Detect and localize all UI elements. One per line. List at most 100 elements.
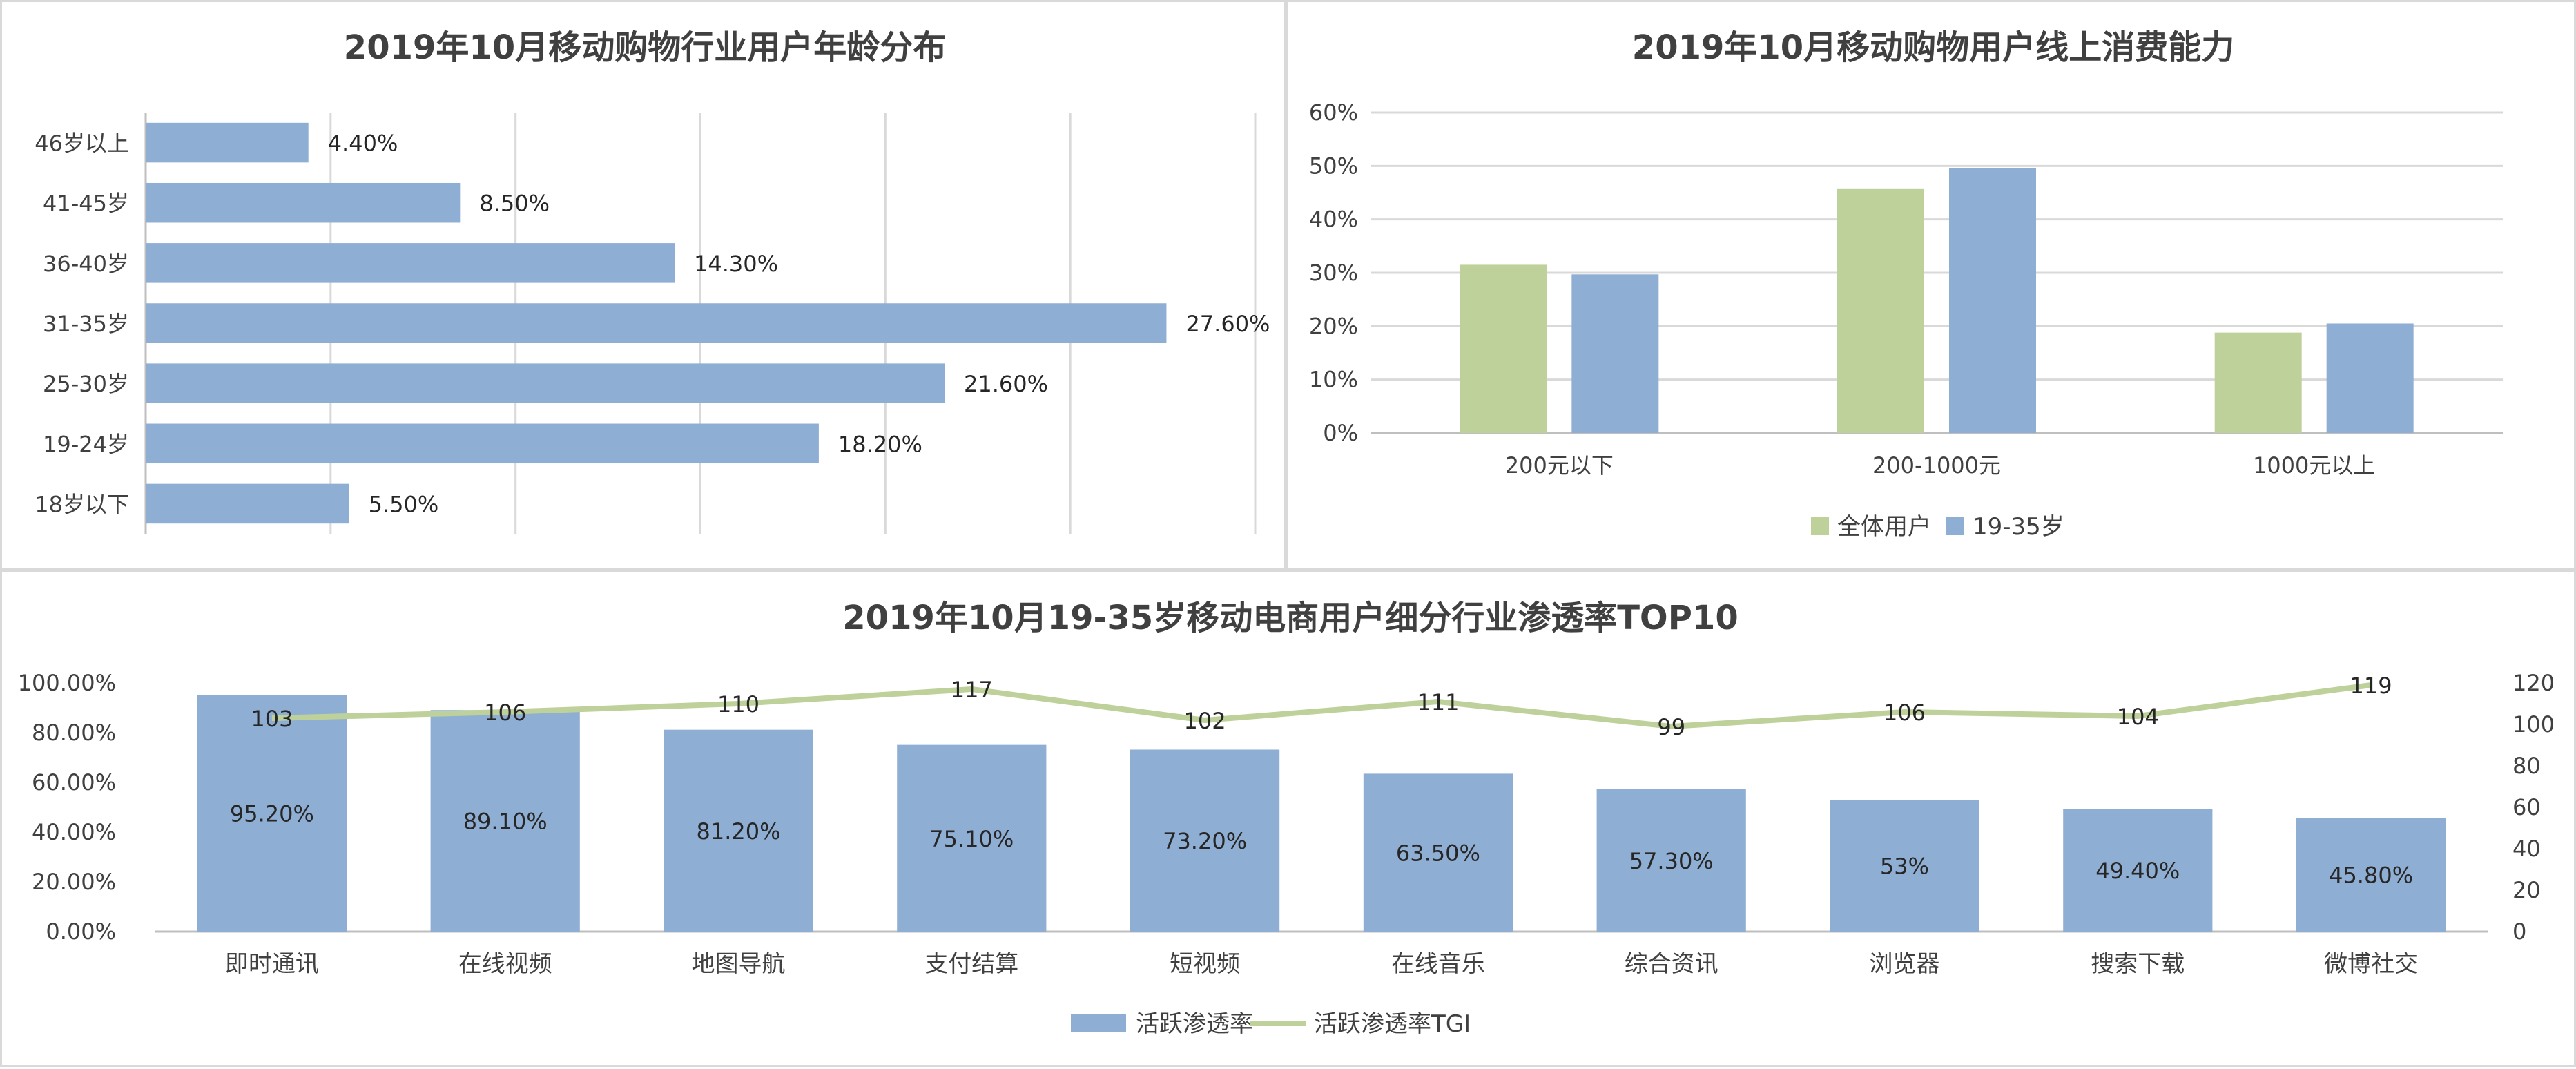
pen-line-data-label: 102 [1184,708,1226,734]
pen-left-y-tick-label: 100.00% [18,670,116,696]
age-data-label: 5.50% [369,491,439,517]
pen-right-y-tick-label: 20 [2512,877,2541,903]
pen-category-label: 即时通讯 [225,950,319,978]
spend-y-tick-label: 40% [1309,206,1358,233]
pen-right-y-tick-label: 100 [2512,711,2555,738]
pen-left-y-tick-label: 40.00% [32,819,116,845]
spending-chart: 2019年10月移动购物用户线上消费能力 0% 10% 20% 30% 40% 50% 60… [1309,28,2503,541]
pen-line-data-label: 119 [2350,673,2392,699]
pen-category-label: 在线音乐 [1391,950,1485,978]
spend-y-tick-labels: 0% 10% 20% 30% 40% 50% 60% [1309,99,1358,446]
age-bar [146,423,819,464]
legend-swatch-active-penetration [1071,1014,1126,1032]
legend-swatch-all-users [1811,517,1829,535]
spend-category-labels: 200元以下 200-1000元 1000元以上 [1505,452,2376,479]
pen-bar-data-label: 45.80% [2329,863,2413,889]
pen-line-data-label: 106 [1883,700,1926,726]
pen-line-data-labels: 103 106 110 117 102 111 99 106 104 119 [251,673,2392,740]
age-bar [146,243,675,283]
pen-bar-data-label: 73.20% [1163,828,1247,854]
spend-gridlines [1371,111,2503,434]
pen-bar [1830,800,1979,932]
pen-bar-data-label: 57.30% [1629,848,1714,874]
age-bar [146,363,945,403]
age-data-label: 4.40% [328,131,398,157]
pen-bars [155,695,2488,933]
pen-bar-data-label: 53% [1880,854,1929,880]
pen-category-labels: 即时通讯 在线视频 地图导航 支付结算 短视频 在线音乐 综合资讯 浏览器 搜索下载 微博社交 [225,950,2418,978]
age-data-label: 14.30% [694,251,778,277]
spend-category-label: 200元以下 [1505,452,1614,479]
spend-y-tick-label: 20% [1309,313,1358,339]
pen-bar-data-labels: 95.20% 89.10% 81.20% 75.10% 73.20% 63.50% 57.3… [230,801,2413,889]
pen-left-y-tick-label: 60.00% [32,769,116,796]
pen-bar [664,729,813,932]
age-bar [146,303,1167,343]
age-category-label: 36-40岁 [43,251,129,277]
age-category-label: 46岁以上 [35,131,129,157]
pen-line-data-label: 104 [2117,704,2159,730]
spend-chart-title: 2019年10月移动购物用户线上消费能力 [1632,28,2234,67]
pen-line-data-label: 111 [1417,689,1459,715]
pen-bar [430,710,580,932]
age-data-label: 21.60% [964,371,1048,397]
spend-category-label: 1000元以上 [2253,452,2375,479]
pen-bar-data-label: 95.20% [230,801,314,827]
pen-line-data-label: 106 [484,700,526,726]
pen-bar [1596,789,1746,932]
legend-label-19-35: 19-35岁 [1973,513,2064,541]
age-bars [146,122,1167,524]
pen-bar-data-label: 63.50% [1396,840,1480,867]
pen-bar [2063,809,2213,932]
age-category-label: 19-24岁 [43,431,129,457]
pen-bar [2296,818,2446,932]
pen-right-y-tick-label: 60 [2512,794,2541,820]
pen-bar [1363,773,1513,932]
pen-chart-title: 2019年10月19-35岁移动电商用户细分行业渗透率TOP10 [842,599,1738,637]
age-distribution-panel: 2019年10月移动购物行业用户年龄分布 46岁以上 41-45岁 36-40岁 31… [0,0,1286,570]
pen-left-y-tick-label: 20.00% [32,869,116,895]
legend-label-active-penetration: 活跃渗透率 [1136,1010,1253,1038]
age-data-label: 27.60% [1185,311,1270,337]
spend-y-tick-label: 10% [1309,367,1358,393]
pen-left-y-tick-labels: 0.00% 20.00% 40.00% 60.00% 80.00% 100.00% [18,670,116,945]
spend-bars [1460,168,2414,433]
pen-bar [897,744,1047,932]
legend-swatch-19-35 [1946,517,1964,535]
pen-bar-data-label: 75.10% [929,826,1014,852]
pen-category-label: 地图导航 [692,950,786,978]
pen-left-y-tick-label: 80.00% [32,720,116,746]
age-category-label: 18岁以下 [35,491,129,517]
pen-right-y-tick-label: 80 [2512,753,2541,779]
legend-label-all-users: 全体用户 [1837,513,1931,541]
pen-left-y-tick-label: 0.00% [46,918,116,945]
spend-bar [2326,323,2414,433]
pen-category-label: 微博社交 [2324,950,2418,978]
age-distribution-chart: 2019年10月移动购物行业用户年龄分布 46岁以上 41-45岁 36-40岁 31… [35,28,1270,534]
pen-category-label: 综合资讯 [1625,950,1718,978]
age-category-label: 41-45岁 [43,191,129,217]
pen-line-data-label: 110 [717,691,759,718]
spend-y-tick-label: 60% [1309,99,1358,126]
spend-bar [2214,332,2302,433]
pen-tgi-polyline [271,682,2372,729]
legend-label-tgi: 活跃渗透率TGI [1314,1010,1471,1038]
spend-y-tick-label: 50% [1309,153,1358,179]
spending-panel: 2019年10月移动购物用户线上消费能力 0% 10% 20% 30% 40% 50% 60… [1286,0,2576,570]
penetration-chart: 2019年10月19-35岁移动电商用户细分行业渗透率TOP10 0.00% 20… [18,599,2555,1038]
pen-right-y-tick-label: 40 [2512,836,2541,862]
pen-right-y-tick-labels: 0 20 40 60 80 100 120 [2512,670,2555,945]
age-data-label: 8.50% [479,191,550,217]
pen-category-label: 支付结算 [924,950,1018,978]
age-data-label: 18.20% [838,431,922,457]
pen-line-data-label: 103 [251,706,293,732]
pen-bar-data-label: 89.10% [463,809,548,835]
pen-bar [1130,749,1280,932]
spend-bar [1571,274,1659,433]
pen-category-label: 在线视频 [458,950,552,978]
age-category-label: 25-30岁 [43,371,129,397]
pen-category-label: 搜索下载 [2091,950,2185,978]
age-data-labels: 4.40% 8.50% 14.30% 27.60% 21.60% 18.20% 5.50% [328,131,1270,518]
spend-y-tick-label: 0% [1323,420,1358,446]
age-chart-title: 2019年10月移动购物行业用户年龄分布 [344,28,946,67]
